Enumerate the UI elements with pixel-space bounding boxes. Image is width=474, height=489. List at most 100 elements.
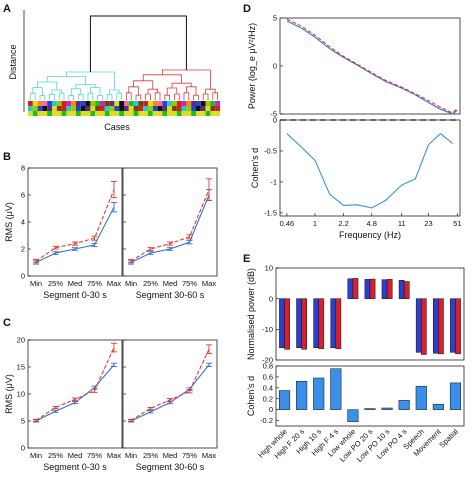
cluster-red-link — [193, 94, 199, 100]
leaf-color-cell — [138, 111, 144, 116]
leaf-color-cell — [42, 111, 48, 116]
x-tick-label: Max — [202, 279, 216, 288]
series-line — [35, 206, 115, 263]
bar — [449, 382, 462, 410]
leaf-color-cell — [100, 101, 105, 106]
cluster-cyan-link — [87, 92, 94, 100]
leaf-color-cell — [47, 101, 52, 106]
cluster-cyan-link — [58, 92, 65, 100]
x-tick-label: 25% — [143, 279, 158, 288]
leaf-color-cell — [100, 106, 105, 111]
leaf-color-cell — [109, 111, 115, 116]
x-axis-label: Segment 30-60 s — [136, 290, 205, 300]
leaf-color-cell — [205, 101, 211, 106]
leaf-color-cell — [215, 106, 220, 111]
x-tick-label: 75% — [87, 451, 102, 460]
cluster-cyan-link — [75, 84, 96, 89]
leaf-color-cell — [76, 111, 81, 116]
leaf-color-cell — [47, 106, 52, 111]
leaf-color-cell — [76, 101, 81, 106]
leaf-color-cell — [200, 106, 206, 111]
y-axis-label: Normalised power (dB) — [246, 268, 256, 360]
bar — [335, 298, 342, 349]
leaf-color-cell — [100, 111, 105, 116]
leaf-color-cell — [61, 101, 67, 106]
y-tick-label: 0 — [21, 444, 25, 453]
leaf-color-cell — [52, 101, 57, 106]
leaf-color-cell — [32, 111, 38, 116]
leaf-color-cell — [85, 111, 91, 116]
leaf-color-cell — [114, 101, 120, 106]
leaf-color-cell — [133, 101, 139, 106]
leaf-color-cell — [28, 106, 33, 111]
leaf-color-cell — [32, 106, 38, 111]
leaf-color-cell — [186, 101, 192, 106]
panel-letter-b: B — [3, 151, 11, 163]
cluster-red-link — [135, 94, 142, 100]
x-tick-label: 4.8 — [367, 219, 377, 228]
plot-frame — [275, 267, 465, 361]
leaf-color-cell — [133, 106, 139, 111]
bar — [313, 298, 319, 348]
series-line — [286, 18, 458, 114]
series-line — [35, 347, 115, 421]
leaf-color-cell — [176, 101, 182, 106]
y-tick-label: 0 — [269, 294, 273, 303]
cluster-cyan-link — [49, 94, 55, 100]
bar — [318, 298, 325, 349]
cluster-cyan-link — [109, 89, 120, 95]
leaf-color-cell — [124, 111, 129, 116]
bar — [330, 368, 342, 410]
leaf-color-cell — [191, 106, 196, 111]
leaf-color-cell — [124, 106, 129, 111]
leaf-color-cell — [80, 101, 86, 106]
leaf-color-cell — [176, 111, 182, 116]
cluster-cyan-link — [106, 94, 113, 100]
y-axis-label: Power (log_e μV²/Hz) — [247, 23, 257, 109]
bar — [421, 298, 427, 355]
cluster-red-link — [171, 82, 192, 88]
bar — [296, 298, 302, 348]
leaf-color-cell — [143, 101, 148, 106]
bar — [369, 278, 376, 299]
y-tick-label: 20 — [17, 336, 25, 345]
cluster-red-link — [147, 88, 158, 94]
x-tick-label: Max — [107, 279, 121, 288]
leaf-color-cell — [42, 101, 48, 106]
cluster-cyan-link — [51, 89, 62, 95]
cluster-red-link — [133, 80, 154, 90]
x-axis-label: Segment 30-60 s — [136, 462, 205, 472]
leaf-color-cell — [210, 106, 216, 111]
leaf-color-cell — [109, 101, 115, 106]
x-axis-label: Segment 0-30 s — [43, 290, 107, 300]
leaf-color-cell — [52, 111, 57, 116]
cluster-red-link — [126, 92, 132, 100]
x-tick-label: 11 — [398, 219, 406, 228]
leaf-color-cell — [71, 111, 76, 116]
y-tick-label: 10 — [265, 264, 273, 273]
cluster-cyan-link — [78, 94, 84, 100]
dendrogram-panel: Distance Cases — [8, 10, 220, 132]
bar — [386, 279, 393, 299]
leaf-color-cell — [181, 101, 187, 106]
cluster-cyan-link — [39, 95, 46, 100]
leaf-color-cell — [152, 111, 158, 116]
leaf-color-cell — [196, 101, 201, 106]
leaf-color-cell — [176, 106, 182, 111]
bar — [296, 381, 308, 410]
leaf-color-cell — [157, 101, 163, 106]
leaf-color-cell — [172, 101, 177, 106]
x-tick-label: Min — [125, 279, 137, 288]
plot-frame — [27, 339, 123, 449]
leaf-color-cell — [119, 106, 124, 111]
leaf-color-cell — [148, 111, 153, 116]
leaf-color-cell — [95, 111, 100, 116]
bar — [450, 298, 456, 353]
y-tick-label: 5 — [273, 14, 277, 23]
plot-frame — [279, 119, 461, 217]
x-tick-label: Min — [30, 451, 42, 460]
cluster-red-link — [145, 93, 151, 100]
bar — [364, 408, 376, 410]
y-tick-label: -1 — [270, 178, 277, 187]
